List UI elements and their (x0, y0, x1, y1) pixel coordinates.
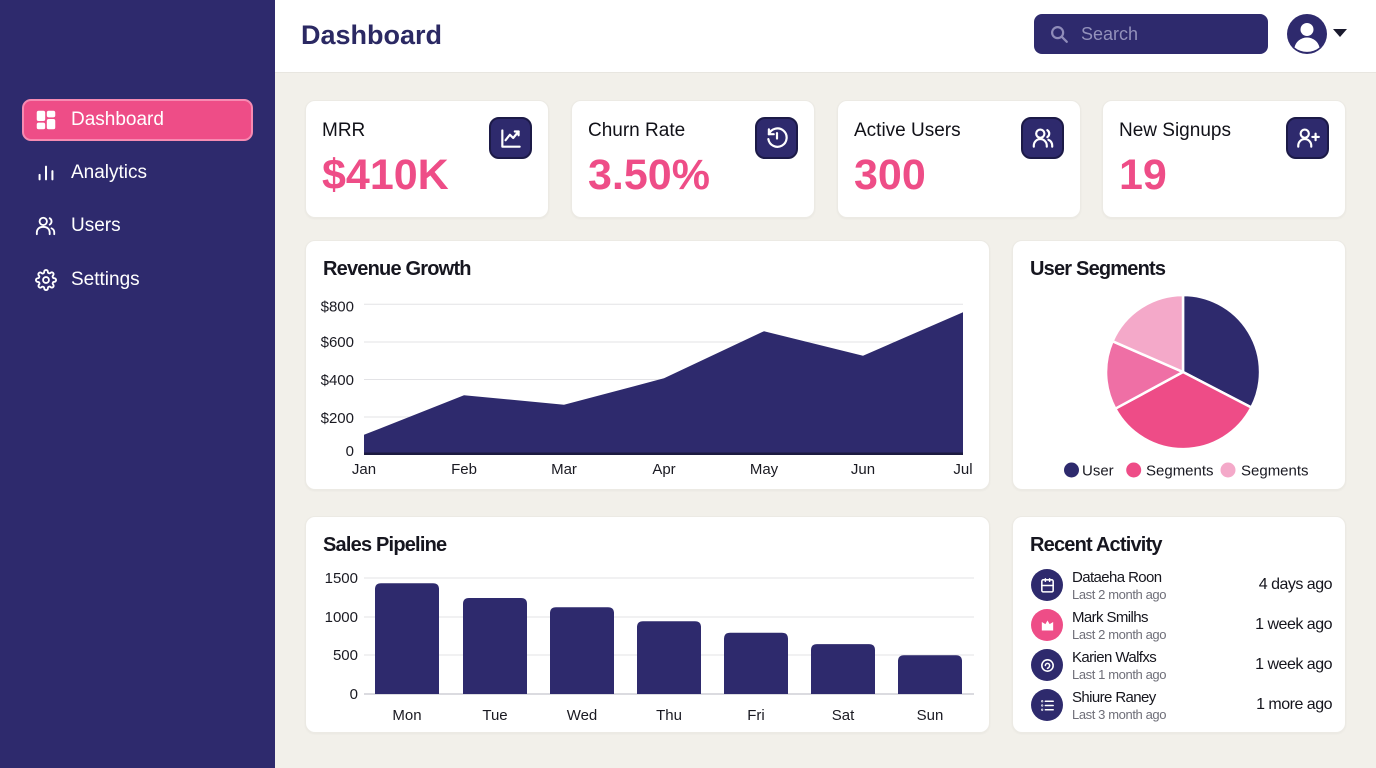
svg-text:User: User (1082, 463, 1114, 480)
svg-text:May: May (750, 461, 779, 478)
svg-text:$400: $400 (321, 372, 354, 389)
svg-text:Mar: Mar (551, 461, 577, 478)
svg-text:$800: $800 (321, 299, 354, 316)
svg-text:Jun: Jun (851, 461, 875, 478)
svg-text:Sun: Sun (917, 707, 944, 724)
svg-text:Apr: Apr (652, 461, 675, 478)
svg-text:$600: $600 (321, 334, 354, 351)
svg-text:1000: 1000 (325, 609, 358, 626)
svg-text:0: 0 (350, 686, 358, 703)
svg-text:Mon: Mon (392, 707, 421, 724)
svg-text:$200: $200 (321, 410, 354, 427)
svg-text:Tue: Tue (482, 707, 507, 724)
svg-text:Wed: Wed (567, 707, 598, 724)
svg-text:Segments: Segments (1146, 463, 1214, 480)
svg-text:0: 0 (346, 443, 354, 460)
svg-text:Jan: Jan (352, 461, 376, 478)
svg-text:1500: 1500 (325, 570, 358, 587)
svg-text:Fri: Fri (747, 707, 765, 724)
svg-text:500: 500 (333, 647, 358, 664)
svg-text:Jul: Jul (953, 461, 972, 478)
svg-text:Thu: Thu (656, 707, 682, 724)
svg-text:Segments: Segments (1241, 463, 1309, 480)
svg-text:Sat: Sat (832, 707, 855, 724)
svg-text:Feb: Feb (451, 461, 477, 478)
